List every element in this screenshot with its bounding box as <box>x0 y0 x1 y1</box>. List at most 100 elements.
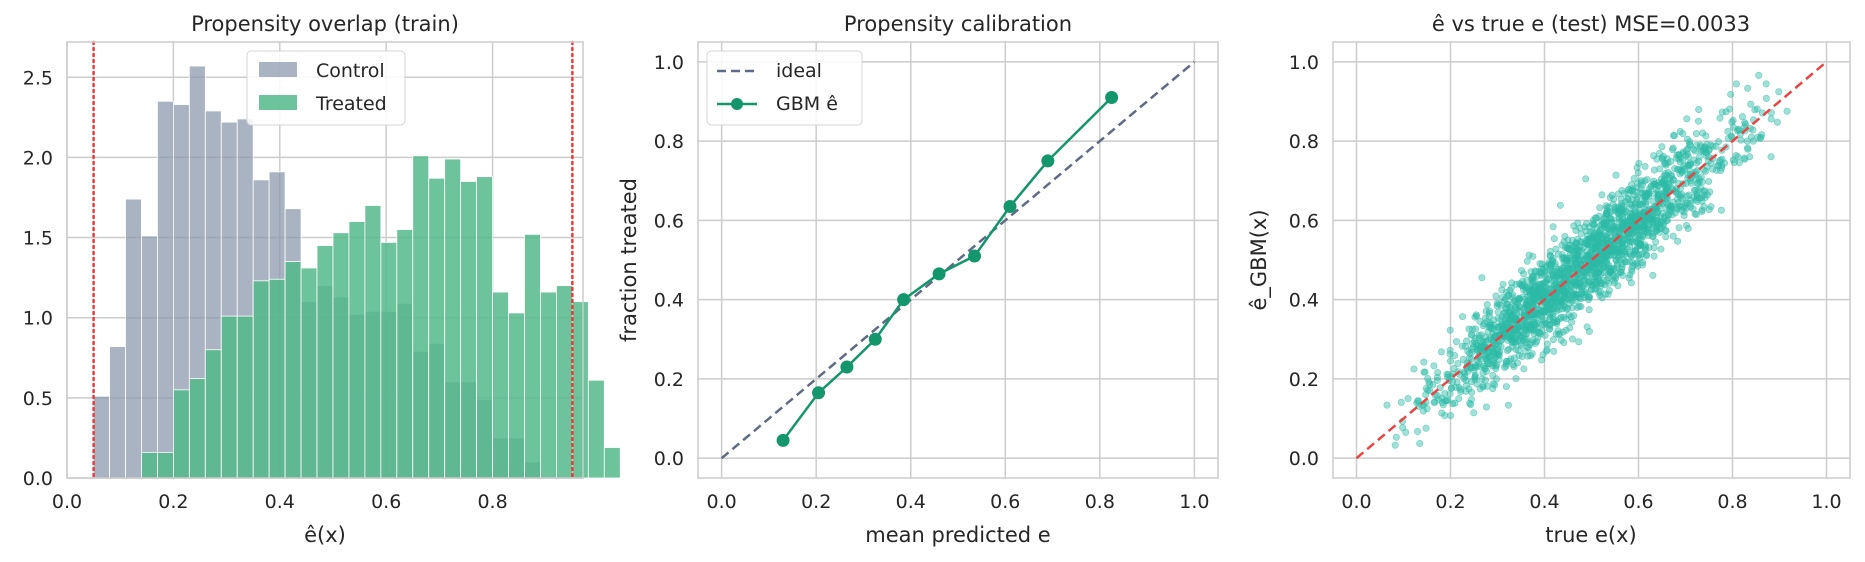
scatter-point <box>1628 265 1636 273</box>
scatter-point <box>1695 105 1703 113</box>
scatter-point <box>1628 181 1636 189</box>
scatter-point <box>1560 238 1568 246</box>
scatter-point <box>1414 428 1422 436</box>
scatter-point <box>1722 108 1730 116</box>
scatter-point <box>1598 238 1606 246</box>
scatter-point <box>1633 184 1641 192</box>
x-tick-label: 0.0 <box>52 491 82 513</box>
scatter-point <box>1528 350 1536 358</box>
y-tick-label: 0.2 <box>1289 369 1319 391</box>
scatter-point <box>1735 126 1743 134</box>
scatter-point <box>1512 345 1520 353</box>
scatter-point <box>1532 309 1540 317</box>
scatter-point <box>1604 264 1612 272</box>
scatter-point <box>1619 271 1627 279</box>
scatter-point <box>1454 360 1462 368</box>
scatter-point <box>1566 269 1574 277</box>
scatter-point <box>1472 311 1480 319</box>
scatter-point <box>1392 433 1400 441</box>
scatter-point <box>1773 118 1781 126</box>
plot-frame <box>697 41 1219 479</box>
scatter-point <box>1737 136 1745 144</box>
scatter-point <box>1631 187 1639 195</box>
scatter-point <box>1562 326 1570 334</box>
panel-scatter-test: ê vs true e (test) MSE=0.0033 0.0 0.2 0.4 0… <box>1247 12 1851 547</box>
scatter-point <box>1645 227 1653 235</box>
scatter-point <box>1649 232 1657 240</box>
reference-lines <box>92 40 574 480</box>
legend-swatch-control <box>259 62 297 77</box>
treated-bar <box>571 301 589 479</box>
scatter-point <box>1662 204 1670 212</box>
scatter-point <box>1518 353 1526 361</box>
scatter-point <box>1586 228 1594 236</box>
scatter-point <box>1629 230 1637 238</box>
scatter-point <box>1674 237 1682 245</box>
scatter-point <box>1614 249 1622 257</box>
scatter-point <box>1702 132 1710 140</box>
scatter-point <box>1505 345 1513 353</box>
scatter-point <box>1744 84 1752 92</box>
scatter-points <box>1383 71 1791 449</box>
scatter-point <box>1541 263 1549 271</box>
scatter-point <box>1612 171 1620 179</box>
scatter-point <box>1645 220 1653 228</box>
identity-diagonal <box>1355 60 1828 460</box>
scatter-point <box>1626 200 1634 208</box>
scatter-point <box>1767 115 1775 123</box>
scatter-point <box>1681 164 1689 172</box>
x-tick-label: 0.4 <box>265 491 295 513</box>
scatter-point <box>1586 249 1594 257</box>
scatter-point <box>1525 316 1533 324</box>
scatter-point <box>1649 197 1657 205</box>
treated-bar <box>524 233 541 479</box>
scatter-point <box>1643 176 1651 184</box>
gbm-line <box>782 96 1113 442</box>
scatter-point <box>1613 248 1621 256</box>
scatter-point <box>1450 364 1458 372</box>
scatter-point <box>1410 365 1418 373</box>
scatter-point <box>1559 288 1567 296</box>
scatter-point <box>1650 252 1658 260</box>
x-axis-label: true e(x) <box>1545 523 1637 547</box>
scatter-point <box>1391 441 1399 449</box>
scatter-point <box>1575 294 1583 302</box>
scatter-point <box>1518 267 1526 275</box>
scatter-point <box>1549 336 1557 344</box>
scatter-point <box>1563 244 1571 252</box>
scatter-point <box>1490 345 1498 353</box>
scatter-point <box>1693 167 1701 175</box>
scatter-point <box>1626 250 1634 258</box>
scatter-point <box>1684 225 1692 233</box>
y-tick-label: 0.0 <box>1289 448 1319 470</box>
scatter-point <box>1566 324 1574 332</box>
scatter-point <box>1531 292 1539 300</box>
scatter-point <box>1537 285 1545 293</box>
x-tick-label: 0.8 <box>1085 491 1115 513</box>
scatter-point <box>1586 241 1594 249</box>
x-tick-label: 0.6 <box>990 491 1020 513</box>
scatter-point <box>1624 194 1632 202</box>
treated-bar <box>220 315 238 479</box>
x-tick-label: 1.0 <box>1811 491 1841 513</box>
scatter-point <box>1467 331 1475 339</box>
scatter-point <box>1683 115 1691 123</box>
scatter-point <box>1504 401 1512 409</box>
scatter-point <box>1747 133 1755 141</box>
scatter-point <box>1604 203 1612 211</box>
scatter-point <box>1615 227 1623 235</box>
scatter-point <box>1655 150 1663 158</box>
legend-box <box>706 50 863 126</box>
y-tick-label: 0.5 <box>23 388 53 410</box>
scatter-point <box>1641 192 1649 200</box>
scatter-point <box>1581 223 1589 231</box>
scatter-point <box>1622 218 1630 226</box>
calibration-points <box>776 90 1119 447</box>
scatter-point <box>1611 206 1619 214</box>
scatter-point <box>1569 335 1577 343</box>
scatter-point <box>1717 206 1725 214</box>
scatter-point <box>1446 346 1454 354</box>
scatter-point <box>1483 318 1491 326</box>
scatter-point <box>1441 412 1449 420</box>
